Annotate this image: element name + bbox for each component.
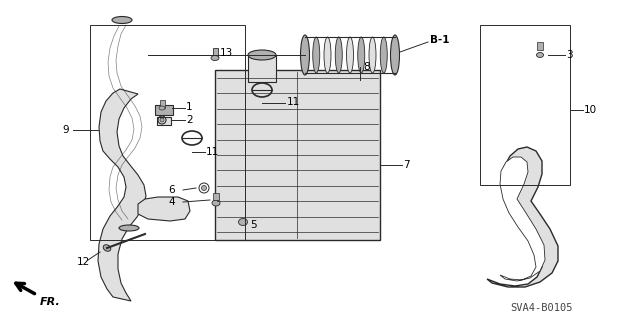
Ellipse shape bbox=[119, 225, 139, 231]
Text: 1: 1 bbox=[186, 102, 193, 112]
Text: 9: 9 bbox=[62, 125, 68, 135]
Ellipse shape bbox=[159, 106, 165, 110]
Ellipse shape bbox=[313, 37, 320, 73]
Ellipse shape bbox=[324, 37, 331, 73]
Bar bbox=[157, 117, 171, 125]
Ellipse shape bbox=[248, 50, 276, 60]
Text: 10: 10 bbox=[584, 105, 597, 115]
Bar bbox=[248, 55, 276, 82]
Ellipse shape bbox=[239, 219, 248, 226]
Ellipse shape bbox=[211, 56, 219, 61]
Bar bbox=[213, 193, 219, 200]
Text: 4: 4 bbox=[168, 197, 175, 207]
Polygon shape bbox=[98, 89, 146, 301]
Text: 8: 8 bbox=[363, 62, 370, 72]
Text: 11: 11 bbox=[287, 97, 300, 107]
Text: 2: 2 bbox=[186, 115, 193, 125]
Circle shape bbox=[202, 186, 207, 190]
Ellipse shape bbox=[380, 37, 387, 73]
Polygon shape bbox=[500, 157, 545, 281]
Ellipse shape bbox=[301, 35, 310, 75]
Ellipse shape bbox=[103, 245, 111, 251]
Text: 3: 3 bbox=[566, 50, 573, 60]
Text: 11: 11 bbox=[206, 147, 220, 157]
Text: SVA4-B0105: SVA4-B0105 bbox=[510, 303, 573, 313]
Bar bbox=[215, 70, 380, 240]
Ellipse shape bbox=[212, 200, 220, 206]
Ellipse shape bbox=[301, 37, 308, 73]
Polygon shape bbox=[487, 147, 558, 287]
Bar bbox=[90, 25, 245, 240]
Ellipse shape bbox=[369, 37, 376, 73]
Circle shape bbox=[160, 118, 164, 122]
Ellipse shape bbox=[536, 53, 543, 57]
Ellipse shape bbox=[112, 17, 132, 24]
Bar bbox=[480, 25, 570, 185]
Text: 13: 13 bbox=[220, 48, 233, 58]
Bar bbox=[537, 42, 543, 50]
Ellipse shape bbox=[346, 37, 353, 73]
Text: FR.: FR. bbox=[40, 297, 61, 307]
Text: B-1: B-1 bbox=[430, 35, 449, 45]
Text: 5: 5 bbox=[250, 220, 257, 230]
Bar bbox=[213, 48, 218, 58]
Ellipse shape bbox=[358, 37, 365, 73]
Text: 6: 6 bbox=[168, 185, 175, 195]
Ellipse shape bbox=[335, 37, 342, 73]
Bar bbox=[160, 100, 165, 108]
Ellipse shape bbox=[392, 37, 399, 73]
Text: 12: 12 bbox=[76, 257, 90, 267]
Text: 7: 7 bbox=[403, 160, 410, 170]
Bar bbox=[155, 105, 173, 115]
Ellipse shape bbox=[390, 35, 399, 75]
Polygon shape bbox=[138, 197, 190, 221]
